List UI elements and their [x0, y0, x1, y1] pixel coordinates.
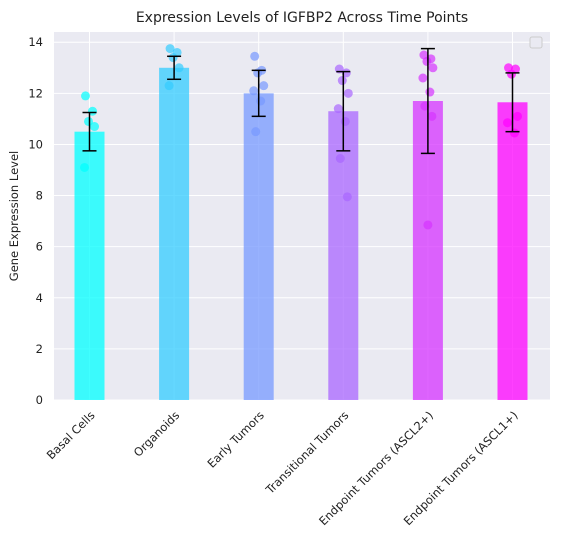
data-point: [168, 53, 178, 63]
data-point: [333, 104, 343, 114]
bar: [74, 131, 105, 400]
data-point: [510, 128, 519, 138]
y-tick-label: 8: [36, 189, 43, 203]
chart-title: Expression Levels of IGFBP2 Across Time …: [136, 10, 468, 26]
bar: [497, 102, 528, 401]
data-point: [84, 116, 93, 126]
data-point: [335, 154, 345, 163]
y-tick-label: 12: [28, 86, 43, 100]
data-point: [90, 122, 99, 132]
data-point: [165, 44, 175, 54]
x-tick-label: Early Tumors: [204, 408, 266, 470]
data-point: [418, 73, 428, 83]
data-point: [423, 220, 433, 230]
bar: [243, 93, 274, 400]
data-point: [507, 69, 516, 79]
y-tick-label: 0: [36, 393, 43, 407]
data-point: [422, 56, 432, 66]
data-point: [250, 51, 260, 61]
data-point: [81, 91, 90, 101]
data-point: [80, 162, 89, 172]
y-axis-label: Gene Expression Level: [7, 151, 21, 281]
x-tick-label: Organoids: [131, 408, 182, 459]
data-point: [428, 63, 438, 73]
data-point: [164, 81, 174, 91]
bar: [159, 67, 190, 401]
data-point: [342, 192, 352, 202]
data-point: [427, 111, 437, 121]
data-point: [251, 127, 261, 137]
data-point: [513, 111, 522, 121]
y-tick-label: 2: [36, 342, 43, 356]
x-tick-labels: Basal Cells Organoids Early TumorsTransiti…: [44, 408, 521, 528]
y-tick-labels: 0 2 4 6 8 10 12 14: [28, 35, 43, 407]
data-point: [249, 86, 259, 96]
data-point: [343, 88, 353, 98]
y-tick-label: 14: [28, 35, 43, 49]
data-point: [340, 116, 350, 126]
y-tick-label: 10: [28, 137, 43, 151]
x-tick-label: Transitional Tumors: [262, 408, 351, 497]
data-point: [337, 76, 347, 86]
bar: [328, 111, 359, 400]
data-point: [256, 96, 266, 106]
data-point: [425, 87, 435, 97]
data-point: [259, 81, 269, 91]
data-point: [503, 118, 512, 128]
error-bars: [82, 47, 520, 155]
plot-background: [54, 32, 550, 400]
y-tick-label: 6: [36, 240, 43, 254]
legend-box: [529, 36, 543, 49]
bars: [74, 67, 528, 401]
x-tick-label: Basal Cells: [44, 408, 98, 462]
data-point: [174, 63, 184, 73]
y-tick-label: 4: [36, 291, 43, 305]
